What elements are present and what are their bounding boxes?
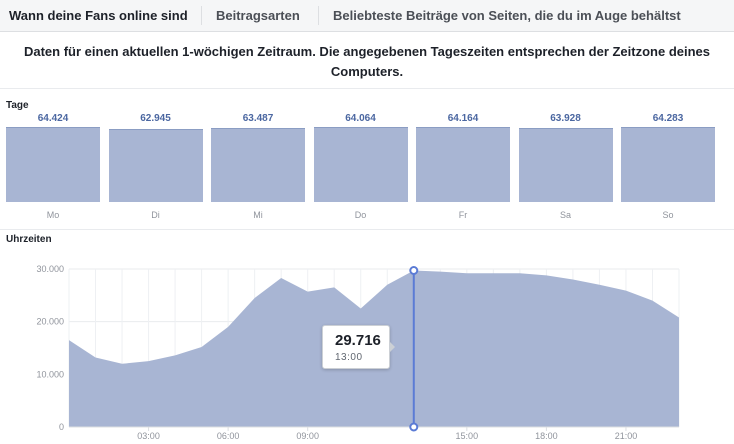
data-point[interactable] [200,345,204,349]
day-label: Do [354,210,367,220]
x-tick-label: 06:00 [217,431,240,441]
data-point[interactable] [67,338,71,342]
days-section-label: Tage [6,100,29,111]
y-tick-label: 30.000 [36,264,64,274]
data-point[interactable] [253,296,257,300]
day-column[interactable]: 62.945 Di [108,113,203,223]
day-value: 63.487 [242,113,274,124]
day-column[interactable]: 64.064 Do [313,113,408,223]
day-label: Fr [458,210,468,220]
day-column[interactable]: 64.424 Mo [6,113,100,223]
day-label: Di [151,210,160,220]
tab-fans-online[interactable]: Wann deine Fans online sind [9,8,188,23]
day-value: 64.424 [37,113,69,124]
data-point[interactable] [518,271,522,275]
notice-text: Daten für einen aktuellen 1-wöchigen Zei… [23,44,711,79]
data-point[interactable] [359,307,363,311]
tab-divider [318,6,319,25]
data-point[interactable] [385,283,389,287]
day-value: 64.283 [652,113,684,124]
data-point[interactable] [597,283,601,287]
tab-post-types[interactable]: Beitragsarten [216,8,300,23]
day-bar[interactable] [518,128,613,202]
timezone-notice: Daten für einen aktuellen 1-wöchigen Zei… [0,32,734,89]
day-value: 63.928 [550,113,581,124]
y-tick-label: 10.000 [36,369,64,379]
data-point[interactable] [544,273,548,277]
day-column[interactable]: 64.283 So [621,113,715,223]
tab-top-posts-watched-pages[interactable]: Beliebteste Beiträge von Seiten, die du … [333,8,681,23]
chart-tooltip: 29.716 13:00 [322,325,395,369]
data-point[interactable] [465,271,469,275]
hover-point-top[interactable] [409,265,419,275]
tooltip-time: 13:00 [335,352,363,363]
x-tick-label: 15:00 [456,431,479,441]
day-label: So [662,210,674,220]
day-bar[interactable] [621,127,715,202]
day-label: Mi [253,210,263,220]
data-point[interactable] [306,290,310,294]
data-point[interactable] [650,299,654,303]
data-point[interactable] [279,276,283,280]
hours-section-label: Uhrzeiten [6,234,52,245]
data-point[interactable] [624,289,628,293]
day-column[interactable]: 63.928 Sa [518,113,613,223]
data-point[interactable] [438,270,442,274]
day-bar[interactable] [6,127,100,202]
hover-point-bottom[interactable] [409,422,419,432]
data-point[interactable] [147,359,151,363]
data-point[interactable] [173,353,177,357]
day-value: 62.945 [140,113,171,124]
x-tick-label: 21:00 [615,431,638,441]
day-column[interactable]: 63.487 Mi [211,113,305,223]
tab-bar: Wann deine Fans online sind Beitragsarte… [0,0,734,32]
day-label: Sa [559,210,571,220]
day-bar[interactable] [108,129,203,202]
day-column[interactable]: 64.164 Fr [416,113,510,223]
data-point[interactable] [677,315,681,319]
tooltip-value: 29.716 [335,332,381,349]
day-bar[interactable] [313,127,408,202]
data-point[interactable] [332,285,336,289]
tab-divider [201,6,202,25]
day-value: 64.064 [345,113,376,124]
data-point[interactable] [226,325,230,329]
day-value: 64.164 [447,113,479,124]
day-bar[interactable] [211,128,305,202]
section-divider [0,229,734,230]
x-tick-label: 18:00 [535,431,558,441]
data-point[interactable] [571,278,575,282]
x-tick-label: 03:00 [137,431,160,441]
y-tick-label: 20.000 [36,317,64,327]
data-point[interactable] [120,362,124,366]
data-point[interactable] [491,271,495,275]
x-tick-label: 09:00 [296,431,319,441]
day-label: Mo [46,210,60,220]
y-tick-label: 0 [59,422,64,432]
day-bar[interactable] [416,127,510,202]
data-point[interactable] [94,355,98,359]
